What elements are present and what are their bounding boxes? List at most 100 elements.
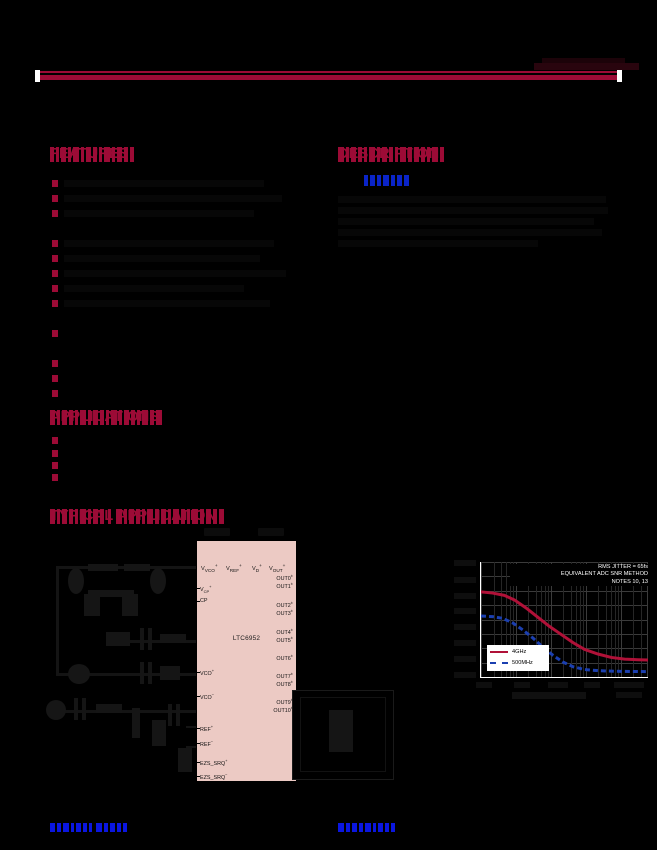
- chart-legend-item-4ghz: 4GHz: [490, 647, 548, 657]
- part-number-header-ink: [534, 63, 639, 70]
- legend-swatch-4ghz: [490, 651, 508, 653]
- description-part-link[interactable]: [364, 175, 410, 186]
- features-bullet-12: [52, 390, 58, 397]
- description-heading-smear: [338, 147, 446, 162]
- part-number-header: [534, 54, 639, 71]
- chip-pin-out0: OUT0±: [276, 573, 293, 582]
- chart-series-500mhz: [481, 616, 648, 672]
- chip-pin-out10: OUT10±: [273, 706, 293, 714]
- features-list-text-2: [64, 240, 304, 311]
- header-rule-thick: [40, 75, 617, 80]
- header-rule-cap-left: [35, 70, 40, 82]
- description-heading-text: DESCRIPTION: [338, 146, 439, 162]
- chip-pin-out4: OUT4±: [276, 627, 293, 636]
- chart-legend-item-500mhz: 500MHz: [490, 658, 548, 668]
- schematic-capacitor: [106, 632, 130, 646]
- schematic-component: [122, 594, 138, 616]
- chip-pin-ref-minus: REF−: [192, 740, 213, 748]
- schematic-component: [178, 748, 192, 772]
- chart-ytick-3: [454, 593, 476, 599]
- applications-heading-smear: [50, 410, 164, 425]
- chip-pin-ref-plus: REF+: [192, 725, 213, 733]
- chip-pin-vco-minus: VCO−: [192, 693, 214, 701]
- chip-pin-out3: OUT3±: [276, 608, 293, 617]
- performance-chart: RMS JITTER = 65fs EQUIVALENT ADC SNR MET…: [452, 556, 650, 704]
- schematic-component: [88, 564, 118, 571]
- website-link[interactable]: [338, 823, 396, 832]
- features-bullet-2: [52, 195, 58, 202]
- chart-series-4ghz: [481, 592, 648, 660]
- chip-pin-vco-plus: VCO+: [192, 669, 214, 677]
- vco-block: [292, 690, 394, 780]
- schematic-capacitor: [168, 704, 172, 726]
- schematic-component: [152, 720, 166, 746]
- schematic-component: [88, 590, 134, 597]
- applications-bullet-3: [52, 462, 58, 469]
- applications-bullet-4: [52, 474, 58, 481]
- schematic-node: [68, 664, 90, 684]
- schematic-component: [68, 568, 84, 594]
- chart-xtick-1: [476, 682, 492, 688]
- schematic-component: [160, 666, 180, 680]
- chip-pin-ezs-srq-plus: EZS_SRQ+: [192, 759, 228, 767]
- document-feedback-link[interactable]: [50, 823, 128, 832]
- vco-block-inner: [300, 697, 386, 772]
- schematic-wire: [56, 710, 202, 713]
- chart-series-group: [481, 562, 648, 677]
- features-bullet-3: [52, 210, 58, 217]
- chart-ytick-7: [454, 656, 476, 662]
- vco-block-symbol: [329, 710, 353, 753]
- schematic-component: [124, 564, 150, 571]
- schematic-component: [84, 594, 100, 616]
- chart-annotation: RMS JITTER = 65fs EQUIVALENT ADC SNR MET…: [510, 564, 648, 587]
- features-heading-smear: [50, 147, 136, 162]
- chip-top-label-2: [258, 528, 284, 536]
- schematic-capacitor: [148, 662, 152, 684]
- chart-xaxis-title: [512, 692, 586, 699]
- part-number-header-ink-top: [542, 58, 625, 63]
- chip-pin-vcp: VCP+: [192, 585, 212, 594]
- schematic-wire: [56, 566, 59, 676]
- header-rule: [35, 70, 622, 82]
- chip-label: LTC6952: [232, 635, 261, 642]
- chart-xtick-2: [514, 682, 530, 688]
- chart-ytick-5: [454, 624, 476, 630]
- features-bullet-9: [52, 330, 58, 337]
- chart-ytick-4: [454, 608, 476, 614]
- chart-xtick-4: [584, 682, 600, 688]
- chip-pin-out5: OUT5±: [276, 635, 293, 644]
- chip-pin-out9: OUT9±: [276, 698, 293, 706]
- chip-pin-out8: OUT8±: [276, 679, 293, 688]
- schematic-component: [150, 568, 166, 594]
- schematic-capacitor: [82, 698, 86, 720]
- chart-legend: 4GHz 500MHz: [487, 645, 549, 671]
- schematic-capacitor: [176, 704, 180, 726]
- legend-label-500mhz: 500MHz: [512, 660, 533, 666]
- chart-annotation-line-2: EQUIVALENT ADC SNR METHOD: [560, 571, 648, 578]
- schematic-capacitor: [74, 698, 78, 720]
- legend-label-4ghz: 4GHz: [512, 649, 527, 655]
- schematic-wire: [108, 640, 208, 643]
- description-heading: DESCRIPTION: [338, 146, 508, 164]
- chart-ytick-2: [454, 577, 476, 583]
- typical-application-diagram: LTC6952 VVCO+ VREF+ VD+ VOUT+ VCP+ CP VC…: [40, 528, 440, 788]
- features-bullet-10: [52, 360, 58, 367]
- features-list-text: [64, 180, 304, 221]
- header-rule-thin: [40, 71, 617, 73]
- chip-pin-out6: OUT6±: [276, 653, 293, 662]
- schematic-source: [46, 700, 66, 720]
- features-bullet-8: [52, 300, 58, 307]
- chart-annotation-line-1: RMS JITTER = 65fs: [598, 564, 648, 570]
- chart-figure-id: [616, 692, 642, 698]
- schematic-component: [96, 704, 122, 713]
- applications-bullet-1: [52, 437, 58, 444]
- chip-pin-ezs-srq-minus: EZS_SRQ−: [192, 773, 228, 781]
- chip-top-label-1: [204, 528, 230, 536]
- chart-xtick-5: [614, 682, 644, 688]
- chip-top-lead-4: [286, 528, 288, 540]
- chart-ytick-6: [454, 640, 476, 646]
- chip-pin-out1: OUT1±: [276, 581, 293, 590]
- chip-pin-out2: OUT2±: [276, 600, 293, 609]
- chip-block: LTC6952 VVCO+ VREF+ VD+ VOUT+ VCP+ CP VC…: [192, 540, 297, 782]
